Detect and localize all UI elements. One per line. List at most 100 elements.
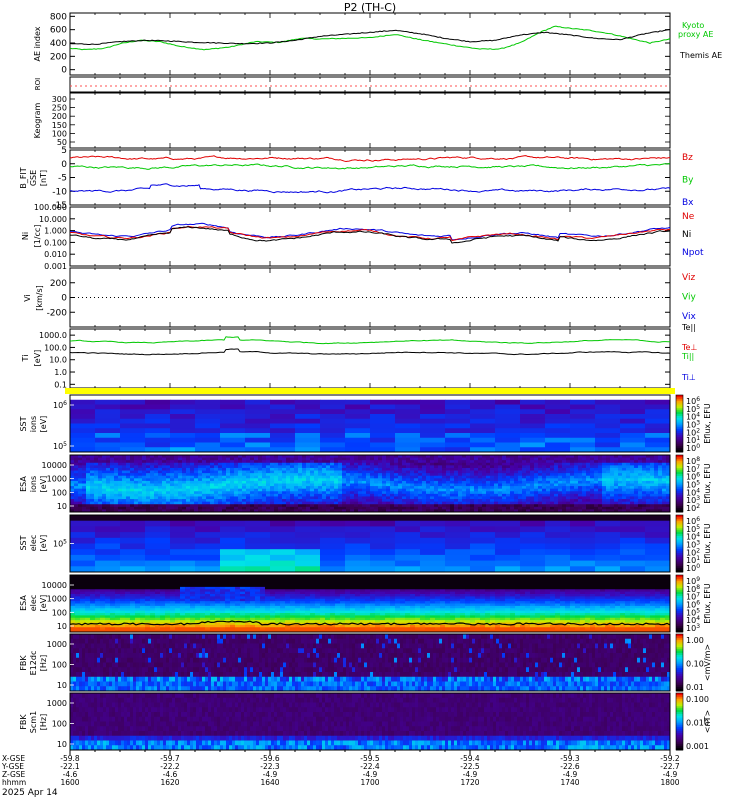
- esa-ion-cell: [294, 476, 298, 479]
- esa-ion-cell: [550, 473, 554, 476]
- sst-elec-cell: [445, 555, 470, 561]
- esa-elec-cell: [170, 601, 175, 604]
- esa-ion-cell: [598, 499, 602, 502]
- esa-ion-cell: [290, 494, 294, 497]
- esa-elec-cell: [105, 618, 110, 621]
- esa-ion-cell: [286, 471, 290, 474]
- esa-ion-cell: [314, 471, 318, 474]
- ae-legend-proxy: proxy AE: [678, 30, 713, 39]
- esa-ion-cell: [602, 491, 606, 494]
- esa-ion-cell: [126, 478, 130, 481]
- esa-ion-cell: [470, 471, 474, 474]
- esa-ion-cell: [258, 507, 262, 510]
- esa-ion-cell: [254, 473, 258, 476]
- esa-ion-cell: [382, 489, 386, 492]
- ae-series-green: [70, 26, 670, 50]
- sst-ion-cell: [295, 433, 320, 438]
- esa-ion-cell: [278, 486, 282, 489]
- esa-ion-cell: [610, 481, 614, 484]
- esa-ion-cell: [174, 471, 178, 474]
- esa-ion-cell: [502, 491, 506, 494]
- esa-elec-cell: [115, 594, 120, 597]
- esa-ion-cell: [326, 504, 330, 507]
- esa-ion-cell: [134, 478, 138, 481]
- esa-ion-cell: [170, 486, 174, 489]
- esa-ion-cell: [358, 502, 362, 505]
- esa-ion-cell: [234, 489, 238, 492]
- esa-ion-cell: [206, 478, 210, 481]
- esa-ion-cell: [278, 502, 282, 505]
- sst-ion-cell: [70, 409, 95, 414]
- esa-ion-cell: [206, 496, 210, 499]
- sst-ion-cell: [595, 400, 620, 405]
- esa-ion-cell: [346, 494, 350, 497]
- esa-elec-cell: [85, 613, 90, 616]
- esa-ion-cell: [590, 478, 594, 481]
- sst-ion-cell: [395, 419, 420, 424]
- esa-ion-cell: [598, 504, 602, 507]
- ae-legend-themis: Themis AE: [679, 51, 722, 60]
- esa-ion-cell: [286, 504, 290, 507]
- sst-ion-cell: [545, 409, 570, 414]
- esa-ion-cell: [70, 496, 74, 499]
- sst-ion-cell: [345, 414, 370, 419]
- esa-ion-cell: [606, 507, 610, 510]
- sst-elec-cell: [95, 544, 120, 550]
- esa-ion-cell: [326, 468, 330, 471]
- esa-ion-cell: [378, 481, 382, 484]
- esa-ion-cell: [142, 473, 146, 476]
- esa-elec-cell: [155, 580, 160, 583]
- esa-ion-cell: [658, 499, 662, 502]
- esa-elec-cell: [145, 592, 150, 595]
- sst-elec-cell: [495, 566, 520, 572]
- sst-ion-cell: [595, 428, 620, 433]
- esa-ion-cell: [518, 499, 522, 502]
- esa-ion-cell: [250, 463, 254, 466]
- sst-ion-cell: [245, 400, 270, 405]
- esa-ion-cell: [346, 468, 350, 471]
- esa-ion-cell: [654, 471, 658, 474]
- esa-ion-cell: [562, 496, 566, 499]
- esa-elec-cell: [70, 601, 75, 604]
- esa-ion-cell: [578, 502, 582, 505]
- esa-elec-cell: [115, 585, 120, 588]
- esa-ion-cell: [430, 494, 434, 497]
- velocity-tick-label: -200: [47, 308, 68, 318]
- esa-ion-cell: [138, 458, 142, 461]
- esa-ion-cell: [422, 476, 426, 479]
- esa-ion-cell: [558, 491, 562, 494]
- esa-ion-cell: [202, 481, 206, 484]
- esa-ion-cell: [242, 458, 246, 461]
- esa-ion-cell: [458, 502, 462, 505]
- esa-ion-cell: [102, 486, 106, 489]
- esa-ion-cell: [626, 460, 630, 463]
- esa-ion-cell: [362, 460, 366, 463]
- esa-ion-cell: [138, 486, 142, 489]
- esa-elec-cell: [75, 604, 80, 607]
- esa-elec-cell: [80, 604, 85, 607]
- esa-ion-cell: [594, 494, 598, 497]
- esa-ion-cell: [370, 504, 374, 507]
- esa-elec-cell: [165, 627, 170, 630]
- esa-elec-cell: [145, 599, 150, 602]
- esa-ion-cell: [302, 481, 306, 484]
- esa-ion-cell: [438, 491, 442, 494]
- esa-ion-cell: [302, 468, 306, 471]
- esa-ion-cell: [170, 484, 174, 487]
- esa-ion-cell: [242, 486, 246, 489]
- esa-elec-cell: [150, 589, 155, 592]
- esa-ion-cell: [606, 486, 610, 489]
- esa-ion-cell: [482, 484, 486, 487]
- esa-ion-cell: [586, 478, 590, 481]
- sst-ion-cell: [520, 405, 545, 410]
- esa-ion-cell: [486, 463, 490, 466]
- sst-ion-cell: [495, 428, 520, 433]
- esa-elec-cell: [135, 585, 140, 588]
- esa-ion-cell: [86, 486, 90, 489]
- esa-ion-cell: [618, 473, 622, 476]
- esa-ion-cell: [314, 507, 318, 510]
- sst-elec-cell: [395, 515, 420, 521]
- esa-ion-cell: [206, 489, 210, 492]
- esa-ion-cell: [278, 496, 282, 499]
- esa-ion-cell: [206, 484, 210, 487]
